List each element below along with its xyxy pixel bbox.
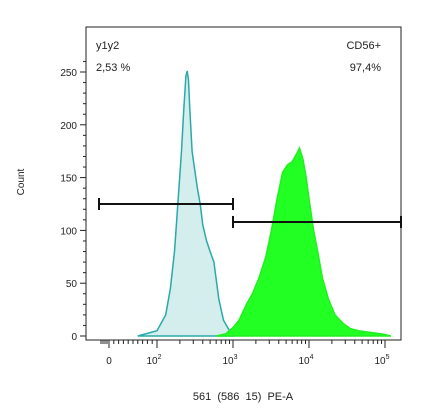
gate-1-value: 2,53 % <box>96 62 130 74</box>
x-tick-label-2: 102 <box>146 354 161 367</box>
y-tick-label-150: 150 <box>60 174 77 185</box>
y-tick-label-250: 250 <box>60 68 77 79</box>
gate-2-value: 97,4% <box>350 62 381 74</box>
x-tick-label-1: 0 <box>106 356 112 367</box>
x-tick-exponent-3: 3 <box>234 354 238 361</box>
x-tick-exponent-4: 4 <box>310 354 314 361</box>
gate-layer <box>98 198 402 228</box>
histogram-series-2 <box>215 145 392 337</box>
x-tick-label-3: 103 <box>222 354 237 367</box>
x-tick-label-4: 104 <box>298 354 313 367</box>
y-tick-label-0: 0 <box>71 332 77 343</box>
y-tick-label-100: 100 <box>60 226 77 237</box>
y-tick-label-200: 200 <box>60 121 77 132</box>
y-tick-label-50: 50 <box>66 279 78 290</box>
x-axis-label: 561 (586 15) PE-A <box>193 391 294 403</box>
x-tick-exponent-2: 2 <box>158 354 162 361</box>
x-tick-label-5: 105 <box>374 354 389 367</box>
x-tick-exponent-5: 5 <box>386 354 390 361</box>
plot-frame <box>85 26 402 341</box>
gate-2-name: CD56+ <box>346 40 381 52</box>
gate-1-name: y1y2 <box>96 40 119 52</box>
y-axis-label: Count <box>16 168 27 195</box>
